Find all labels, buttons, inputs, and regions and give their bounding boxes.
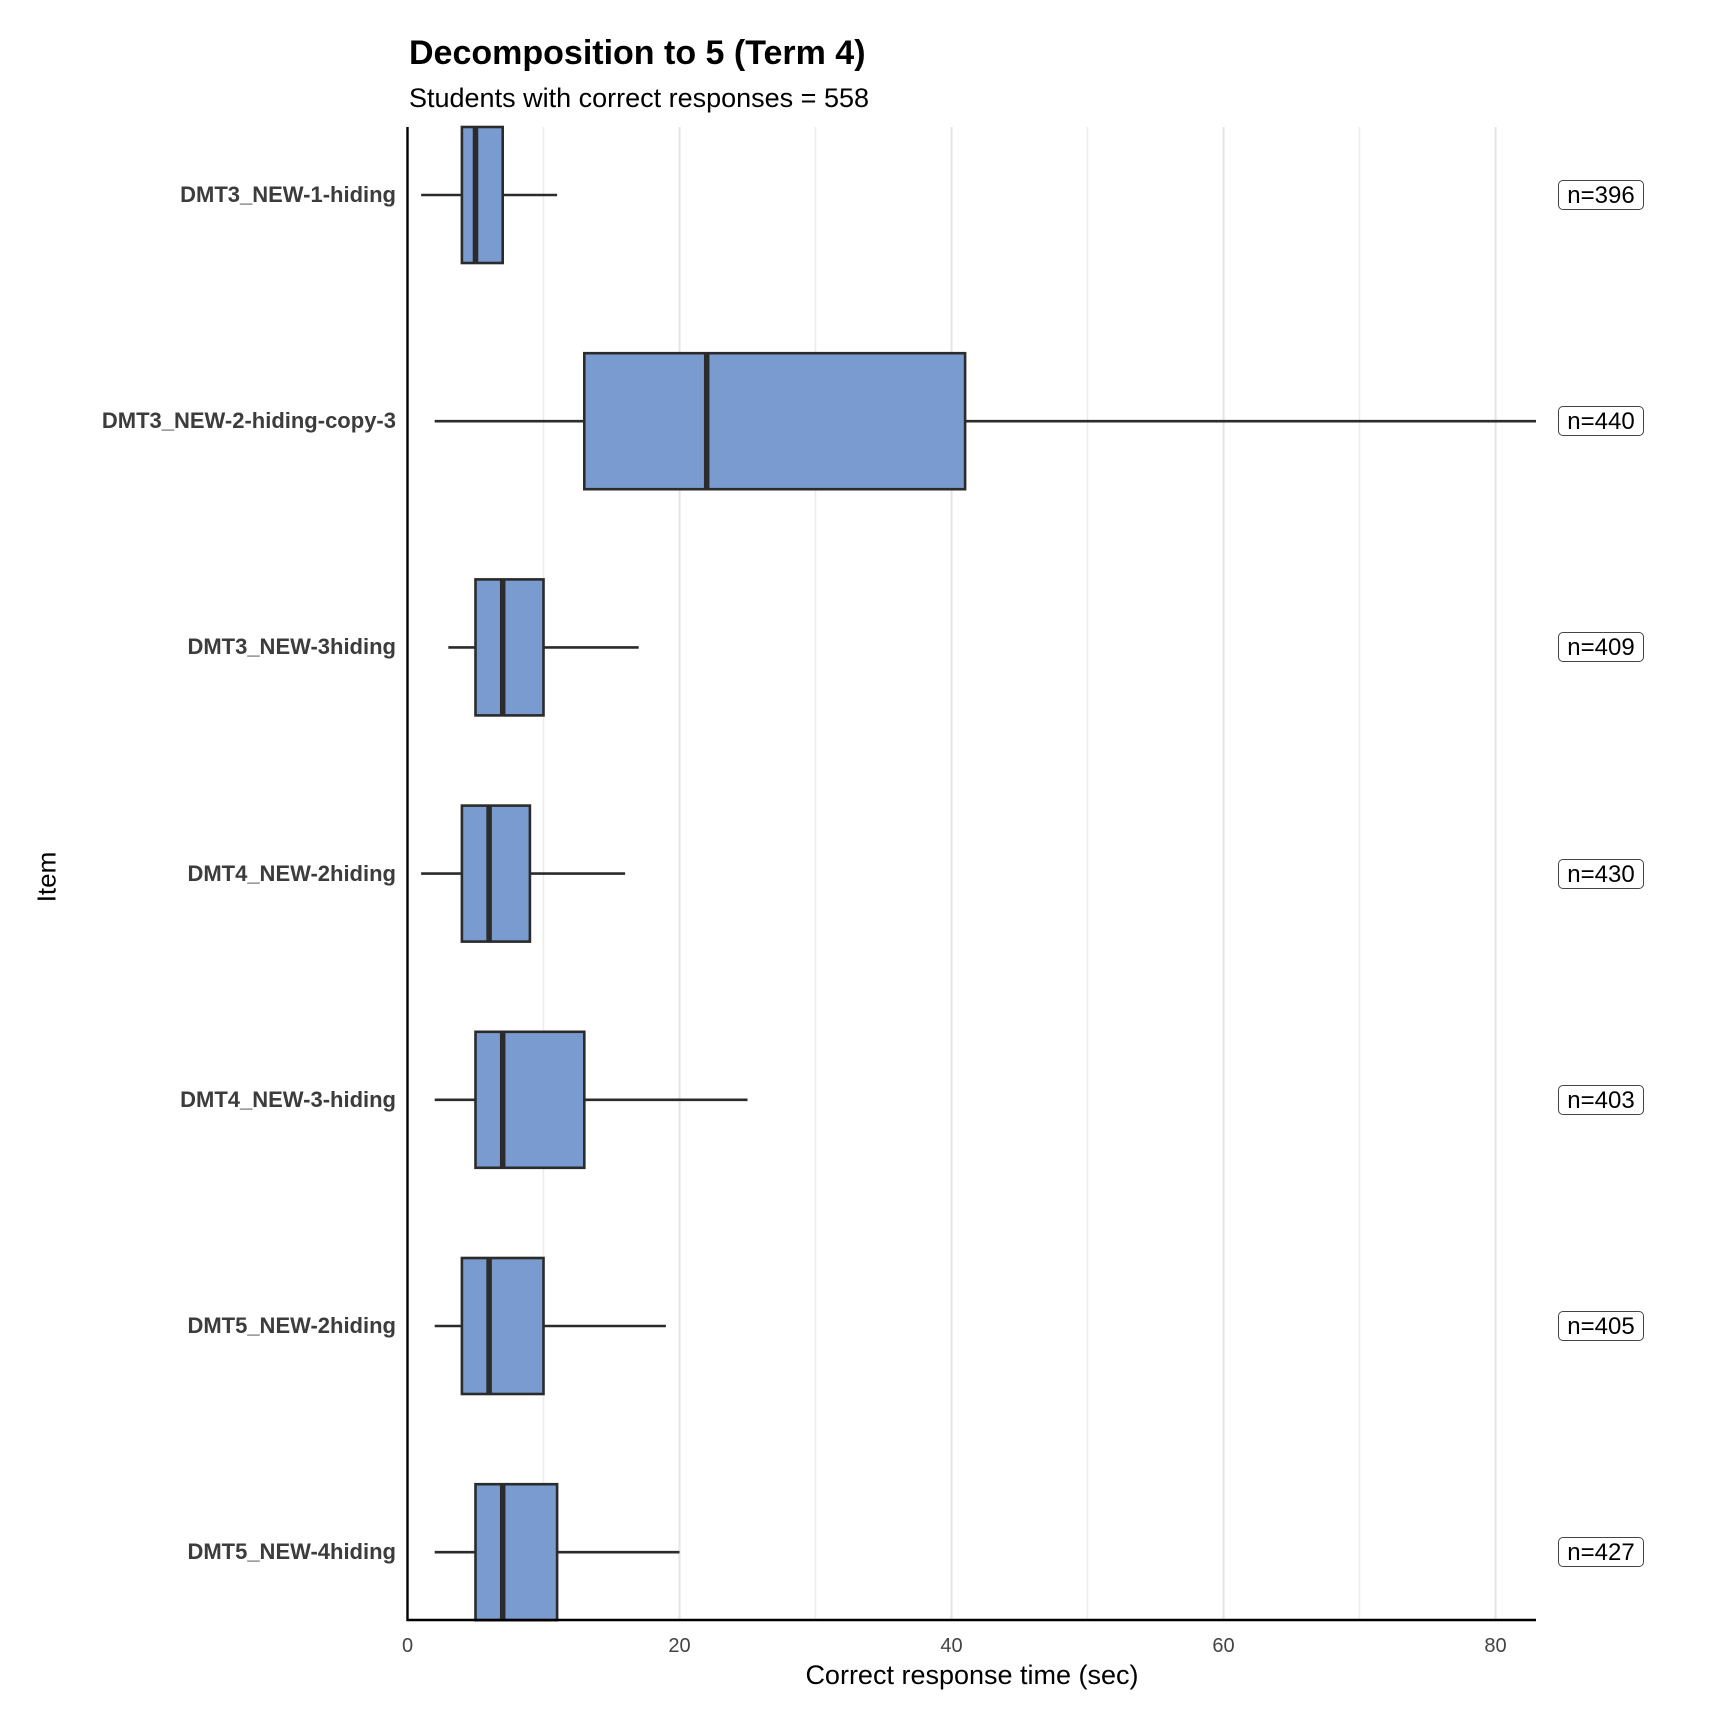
category-label: DMT5_NEW-2hiding	[187, 1313, 396, 1338]
chart-subtitle: Students with correct responses = 558	[409, 83, 870, 113]
category-label: DMT3_NEW-2-hiding-copy-3	[101, 408, 396, 434]
iqr-box	[474, 1030, 586, 1170]
category-label: DMT5_NEW-4hiding	[187, 1539, 396, 1565]
boxes	[421, 125, 1536, 1622]
box-4	[421, 804, 626, 943]
n-count-label: n=427	[1558, 1537, 1644, 1568]
iqr-box	[474, 1482, 559, 1622]
y-axis-title: Item	[32, 852, 62, 903]
x-axis-title: Correct response time (sec)	[805, 1660, 1139, 1690]
iqr-box	[460, 804, 532, 943]
x-tick-label: 60	[1212, 1635, 1235, 1657]
n-count-label: n=430	[1558, 858, 1644, 889]
x-tick-label: 40	[940, 1635, 963, 1657]
box-2	[434, 351, 1536, 491]
category-label: DMT3_NEW-3hiding	[187, 634, 396, 660]
box-6	[434, 1256, 666, 1396]
iqr-box	[460, 1256, 545, 1396]
x-tick-label: 80	[1484, 1635, 1507, 1657]
chart-title: Decomposition to 5 (Term 4)	[409, 34, 866, 72]
x-tick-label: 20	[668, 1635, 691, 1657]
box-3	[448, 578, 639, 717]
n-count-label: n=403	[1558, 1084, 1644, 1115]
axes	[406, 127, 1536, 1622]
x-tick-label: 0	[401, 1635, 414, 1657]
category-label: DMT4_NEW-2hiding	[187, 860, 396, 886]
iqr-box	[582, 351, 967, 491]
category-label: DMT4_NEW-3-hiding	[180, 1086, 396, 1112]
y-axis-title-text: Item	[31, 851, 62, 903]
iqr-box	[474, 578, 545, 717]
category-label: DMT3_NEW-1-hiding	[180, 182, 396, 207]
iqr-box	[460, 125, 504, 265]
gridlines	[542, 127, 1497, 1620]
n-count-label: n=405	[1558, 1311, 1644, 1341]
box-7	[434, 1482, 680, 1622]
n-count-label: n=396	[1558, 180, 1644, 210]
n-count-label: n=440	[1558, 406, 1644, 437]
box-5	[434, 1030, 748, 1170]
n-count-label: n=409	[1558, 632, 1644, 663]
box-1	[421, 125, 558, 265]
